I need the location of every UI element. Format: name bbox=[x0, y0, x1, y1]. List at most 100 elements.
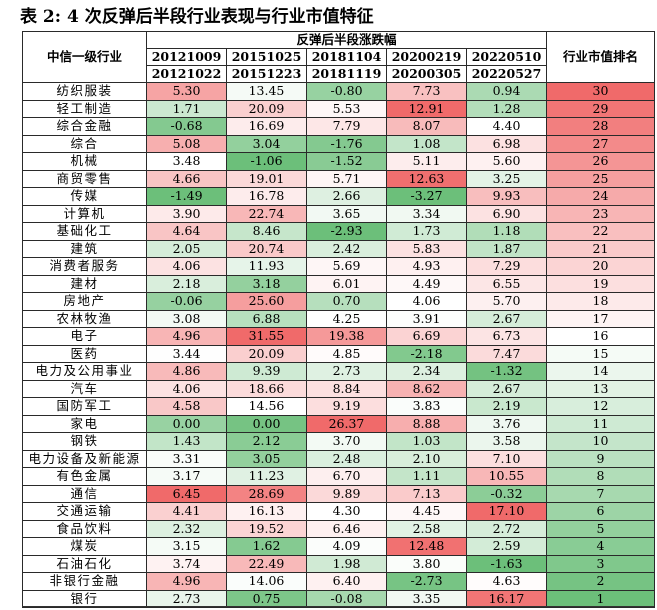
table-row: 电力设备及新能源 3.31 3.05 2.48 2.10 7.10 9 bbox=[22, 449, 655, 468]
value-cell: 2.32 bbox=[146, 519, 227, 538]
industry-name-cell: 家电 bbox=[22, 414, 147, 433]
value-cell: 2.72 bbox=[466, 519, 547, 538]
period-start: 20220510 bbox=[466, 48, 547, 66]
value-cell: 7.29 bbox=[466, 257, 547, 276]
value-cell: 0.00 bbox=[146, 414, 227, 433]
value-cell: 4.25 bbox=[306, 309, 387, 328]
value-cell: 3.31 bbox=[146, 449, 227, 468]
value-cell: 1.87 bbox=[466, 239, 547, 258]
value-cell: 1.08 bbox=[386, 134, 467, 153]
value-cell: 1.11 bbox=[386, 467, 467, 486]
value-cell: 4.96 bbox=[146, 327, 227, 346]
value-cell: 12.63 bbox=[386, 169, 467, 188]
value-cell: 3.74 bbox=[146, 554, 227, 573]
table-row: 电子 4.96 31.55 19.38 6.69 6.73 16 bbox=[22, 327, 655, 346]
value-cell: 4.41 bbox=[146, 502, 227, 521]
value-cell: 3.83 bbox=[386, 397, 467, 416]
value-cell: 3.80 bbox=[386, 554, 467, 573]
table-row: 纺织服装 5.30 13.45 -0.80 7.73 0.94 30 bbox=[22, 82, 655, 101]
value-cell: 1.03 bbox=[386, 432, 467, 451]
value-cell: 16.13 bbox=[226, 502, 307, 521]
industry-name-cell: 计算机 bbox=[22, 204, 147, 223]
industry-name-cell: 汽车 bbox=[22, 379, 147, 398]
value-cell: 3.76 bbox=[466, 414, 547, 433]
rank-cell: 22 bbox=[546, 222, 655, 241]
value-cell: 5.60 bbox=[466, 152, 547, 171]
industry-performance-table: 中信一级行业 反弹后半段涨跌幅 行业市值排名 20121009 20151025… bbox=[22, 31, 655, 608]
period-end: 20220527 bbox=[466, 65, 547, 83]
table-row: 计算机 3.90 22.74 3.65 3.34 6.90 23 bbox=[22, 204, 655, 223]
value-cell: 8.46 bbox=[226, 222, 307, 241]
industry-name-cell: 国防军工 bbox=[22, 397, 147, 416]
industry-name-cell: 石油石化 bbox=[22, 554, 147, 573]
value-cell: 10.55 bbox=[466, 467, 547, 486]
rank-cell: 11 bbox=[546, 414, 655, 433]
industry-name-cell: 非银行金融 bbox=[22, 572, 147, 591]
rank-cell: 19 bbox=[546, 274, 655, 293]
value-cell: 4.40 bbox=[466, 117, 547, 136]
value-cell: 2.34 bbox=[386, 362, 467, 381]
value-cell: 6.45 bbox=[146, 484, 227, 503]
industry-name-cell: 农林牧渔 bbox=[22, 309, 147, 328]
industry-name-cell: 医药 bbox=[22, 344, 147, 363]
value-cell: 2.12 bbox=[226, 432, 307, 451]
value-cell: 9.89 bbox=[306, 484, 387, 503]
value-cell: 11.23 bbox=[226, 467, 307, 486]
value-cell: 3.35 bbox=[386, 589, 467, 608]
value-cell: -1.76 bbox=[306, 134, 387, 153]
value-cell: -2.93 bbox=[306, 222, 387, 241]
rank-cell: 24 bbox=[546, 187, 655, 206]
rank-cell: 17 bbox=[546, 309, 655, 328]
value-cell: -0.68 bbox=[146, 117, 227, 136]
value-cell: 16.69 bbox=[226, 117, 307, 136]
value-cell: 2.18 bbox=[146, 274, 227, 293]
industry-name-cell: 煤炭 bbox=[22, 537, 147, 556]
industry-name-cell: 消费者服务 bbox=[22, 257, 147, 276]
value-cell: 3.08 bbox=[146, 309, 227, 328]
value-cell: 28.69 bbox=[226, 484, 307, 503]
industry-name-cell: 交通运输 bbox=[22, 502, 147, 521]
value-cell: 1.71 bbox=[146, 99, 227, 118]
value-cell: 20.09 bbox=[226, 344, 307, 363]
table-row: 食品饮料 2.32 19.52 6.46 2.58 2.72 5 bbox=[22, 519, 655, 538]
table-row: 农林牧渔 3.08 6.88 4.25 3.91 2.67 17 bbox=[22, 309, 655, 328]
value-cell: 8.88 bbox=[386, 414, 467, 433]
value-cell: 11.93 bbox=[226, 257, 307, 276]
value-cell: 6.73 bbox=[466, 327, 547, 346]
value-cell: 12.48 bbox=[386, 537, 467, 556]
header-row-group: 中信一级行业 反弹后半段涨跌幅 行业市值排名 bbox=[22, 31, 655, 83]
value-cell: -1.06 bbox=[226, 152, 307, 171]
value-cell: 3.70 bbox=[306, 432, 387, 451]
value-cell: 6.01 bbox=[306, 274, 387, 293]
value-cell: 7.47 bbox=[466, 344, 547, 363]
rank-cell: 13 bbox=[546, 379, 655, 398]
value-cell: -1.52 bbox=[306, 152, 387, 171]
rank-cell: 2 bbox=[546, 572, 655, 591]
table-row: 国防军工 4.58 14.56 9.19 3.83 2.19 12 bbox=[22, 397, 655, 416]
value-cell: -0.32 bbox=[466, 484, 547, 503]
value-cell: 6.40 bbox=[306, 572, 387, 591]
table-row: 医药 3.44 20.09 4.85 -2.18 7.47 15 bbox=[22, 344, 655, 363]
value-cell: 1.62 bbox=[226, 537, 307, 556]
rank-cell: 20 bbox=[546, 257, 655, 276]
period-end: 20200305 bbox=[386, 65, 467, 83]
value-cell: 13.45 bbox=[226, 82, 307, 101]
value-cell: 3.58 bbox=[466, 432, 547, 451]
rank-cell: 1 bbox=[546, 589, 655, 608]
value-cell: 3.25 bbox=[466, 169, 547, 188]
value-cell: 4.64 bbox=[146, 222, 227, 241]
table-row: 有色金属 3.17 11.23 6.70 1.11 10.55 8 bbox=[22, 467, 655, 486]
value-cell: 2.58 bbox=[386, 519, 467, 538]
header-industry: 中信一级行业 bbox=[22, 31, 147, 83]
rank-cell: 6 bbox=[546, 502, 655, 521]
value-cell: 3.65 bbox=[306, 204, 387, 223]
value-cell: 7.73 bbox=[386, 82, 467, 101]
header-row-end-dates: 20121022 20151223 20181119 20200305 2022… bbox=[23, 65, 655, 83]
industry-name-cell: 综合金融 bbox=[22, 117, 147, 136]
table-row: 商贸零售 4.66 19.01 5.71 12.63 3.25 25 bbox=[22, 169, 655, 188]
value-cell: 4.63 bbox=[466, 572, 547, 591]
value-cell: 4.96 bbox=[146, 572, 227, 591]
value-cell: 6.55 bbox=[466, 274, 547, 293]
value-cell: 25.60 bbox=[226, 292, 307, 311]
period-end: 20121022 bbox=[146, 65, 227, 83]
